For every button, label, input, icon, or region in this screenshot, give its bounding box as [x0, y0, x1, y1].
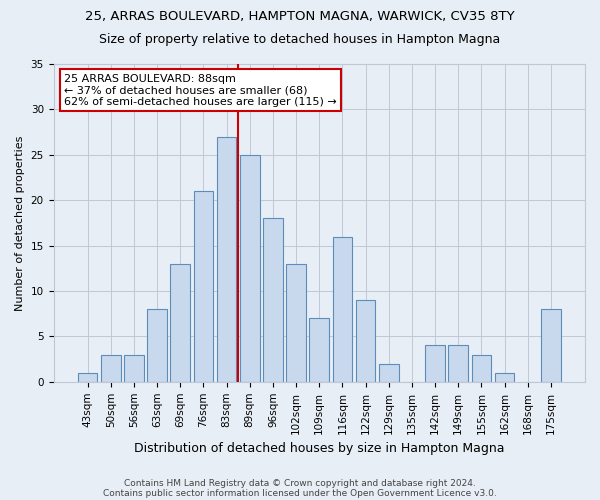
Text: Size of property relative to detached houses in Hampton Magna: Size of property relative to detached ho… [100, 32, 500, 46]
Bar [356, 300, 376, 382]
Bar [263, 218, 283, 382]
Bar [147, 309, 167, 382]
Bar [286, 264, 306, 382]
Bar [77, 372, 97, 382]
Bar [101, 354, 121, 382]
Bar [379, 364, 398, 382]
Y-axis label: Number of detached properties: Number of detached properties [15, 135, 25, 310]
Bar [448, 346, 468, 382]
Bar [240, 155, 260, 382]
Bar [124, 354, 144, 382]
Bar [170, 264, 190, 382]
Text: 25, ARRAS BOULEVARD, HAMPTON MAGNA, WARWICK, CV35 8TY: 25, ARRAS BOULEVARD, HAMPTON MAGNA, WARW… [85, 10, 515, 23]
Text: Contains public sector information licensed under the Open Government Licence v3: Contains public sector information licen… [103, 488, 497, 498]
Bar [310, 318, 329, 382]
X-axis label: Distribution of detached houses by size in Hampton Magna: Distribution of detached houses by size … [134, 442, 505, 455]
Bar [541, 309, 561, 382]
Text: Contains HM Land Registry data © Crown copyright and database right 2024.: Contains HM Land Registry data © Crown c… [124, 478, 476, 488]
Bar [495, 372, 514, 382]
Text: 25 ARRAS BOULEVARD: 88sqm
← 37% of detached houses are smaller (68)
62% of semi-: 25 ARRAS BOULEVARD: 88sqm ← 37% of detac… [64, 74, 337, 106]
Bar [194, 191, 213, 382]
Bar [425, 346, 445, 382]
Bar [217, 136, 236, 382]
Bar [332, 236, 352, 382]
Bar [472, 354, 491, 382]
